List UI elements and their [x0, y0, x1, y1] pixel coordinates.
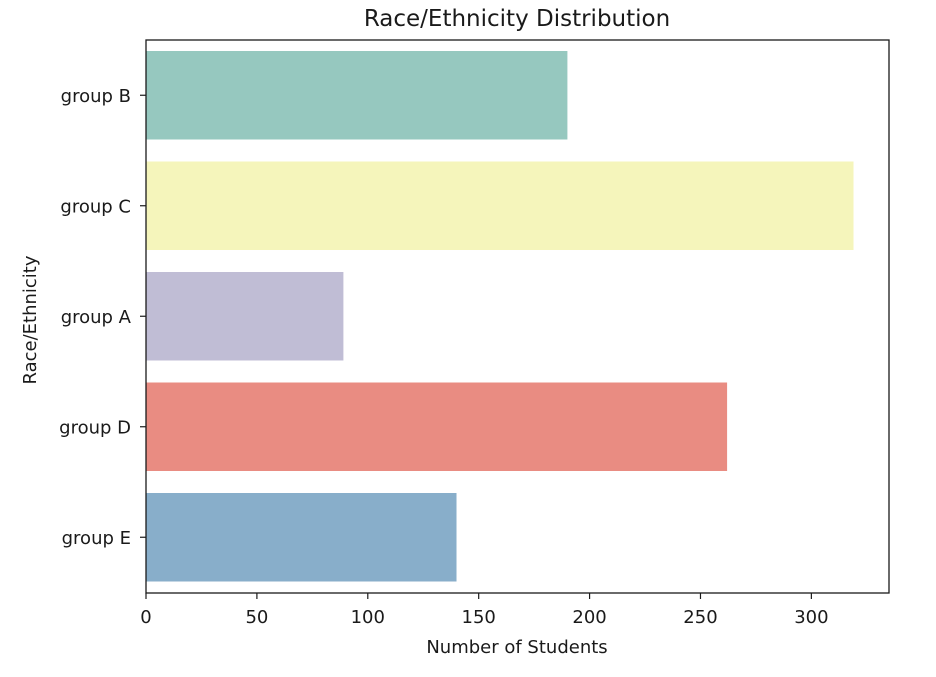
bar-group-C	[146, 161, 854, 250]
y-tick-label: group B	[61, 86, 131, 107]
bar-group-A	[146, 272, 344, 361]
x-axis-ticks: 0 50 100 150 200 250 300	[140, 593, 829, 628]
y-tick-label: group D	[59, 417, 131, 438]
y-tick-label: group A	[61, 307, 132, 328]
y-axis-ticks: group B group C group A group D group E	[59, 86, 146, 549]
y-tick-label: group C	[60, 196, 131, 217]
x-tick-label: 50	[245, 607, 268, 628]
plot-frame	[145, 39, 890, 594]
y-axis-label: Race/Ethnicity	[20, 255, 41, 384]
x-tick-label: 250	[683, 607, 717, 628]
y-tick-label: group E	[62, 528, 131, 549]
chart-title: Race/Ethnicity Distribution	[364, 6, 670, 32]
x-tick-label: 300	[794, 607, 828, 628]
x-tick-label: 0	[140, 607, 151, 628]
bars-layer	[146, 51, 854, 582]
x-tick-label: 100	[351, 607, 385, 628]
bar-group-E	[146, 493, 457, 582]
x-axis-label: Number of Students	[426, 637, 607, 658]
x-tick-label: 150	[462, 607, 496, 628]
bar-group-B	[146, 51, 568, 140]
x-tick-label: 200	[572, 607, 606, 628]
bar-group-D	[146, 382, 728, 471]
